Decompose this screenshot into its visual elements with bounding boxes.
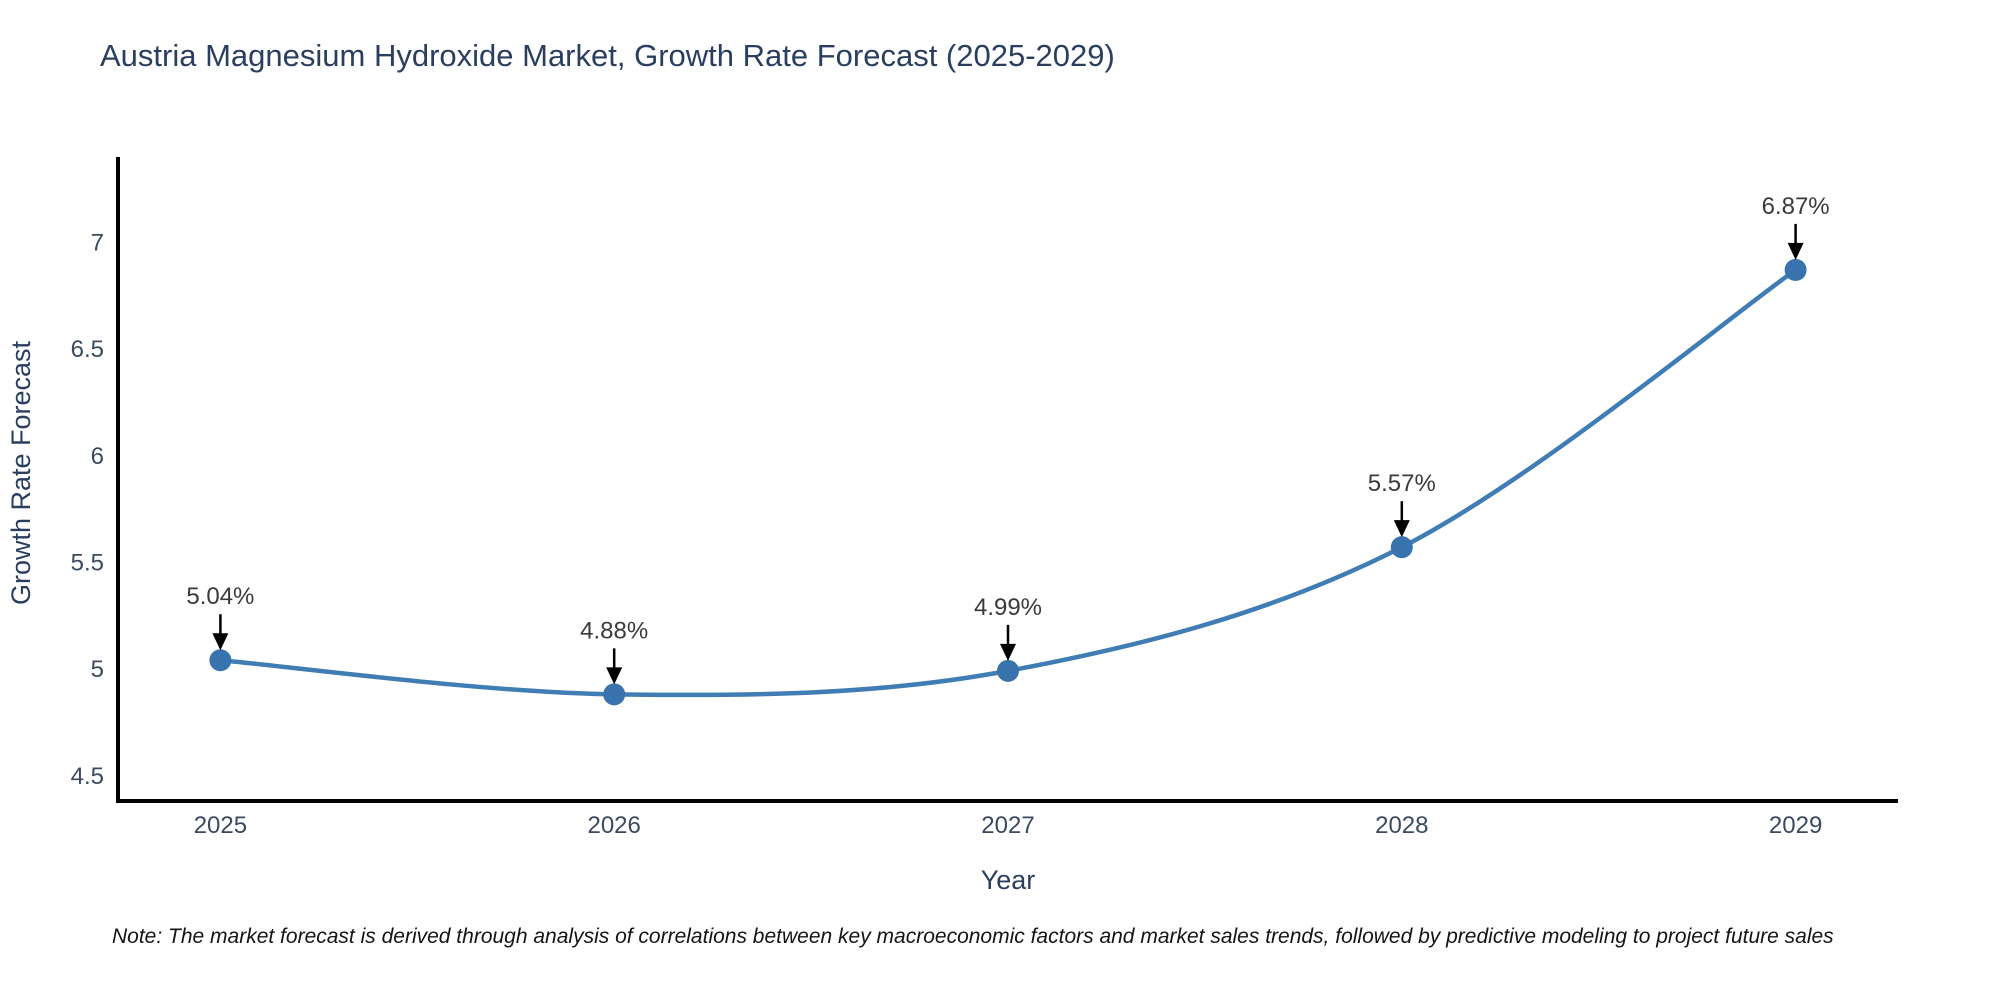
data-point-marker — [209, 649, 232, 672]
footnote: Note: The market forecast is derived thr… — [112, 925, 1834, 948]
y-axis-title: Growth Rate Forecast — [6, 340, 36, 605]
annotation-label: 6.87% — [1762, 193, 1830, 220]
y-tick-label: 5.5 — [71, 550, 104, 577]
x-tick-label: 2028 — [1375, 812, 1428, 839]
y-tick-label: 7 — [91, 230, 104, 257]
x-tick-label: 2025 — [194, 812, 247, 839]
annotation-label: 4.99% — [974, 594, 1042, 621]
data-point-marker — [1784, 258, 1807, 281]
y-tick-label: 4.5 — [71, 763, 104, 790]
annotation-arrow-head — [1000, 643, 1016, 661]
y-tick-label: 5 — [91, 656, 104, 683]
annotation-arrow-head — [212, 633, 229, 651]
y-tick-label: 6 — [91, 443, 104, 470]
chart-title: Austria Magnesium Hydroxide Market, Grow… — [100, 38, 1115, 73]
annotation-arrow-head — [1393, 520, 1410, 538]
data-point-marker — [1390, 536, 1413, 559]
data-point-marker — [997, 659, 1019, 682]
annotation-label: 5.57% — [1368, 470, 1436, 497]
x-tick-label: 2029 — [1769, 812, 1822, 839]
annotation-arrow-head — [606, 667, 623, 685]
data-point-marker — [603, 683, 626, 706]
annotation-label: 5.04% — [186, 583, 254, 610]
x-tick-label: 2027 — [981, 812, 1034, 839]
annotation-label: 4.88% — [580, 617, 648, 644]
x-axis-title: Year — [981, 865, 1036, 895]
x-tick-label: 2026 — [587, 812, 640, 839]
y-tick-label: 6.5 — [71, 336, 104, 363]
annotation-arrow-head — [1787, 242, 1804, 260]
